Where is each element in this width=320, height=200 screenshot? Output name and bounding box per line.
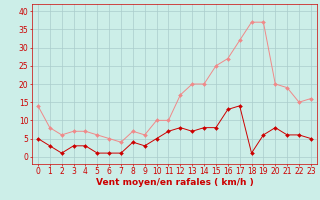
X-axis label: Vent moyen/en rafales ( km/h ): Vent moyen/en rafales ( km/h ) <box>96 178 253 187</box>
